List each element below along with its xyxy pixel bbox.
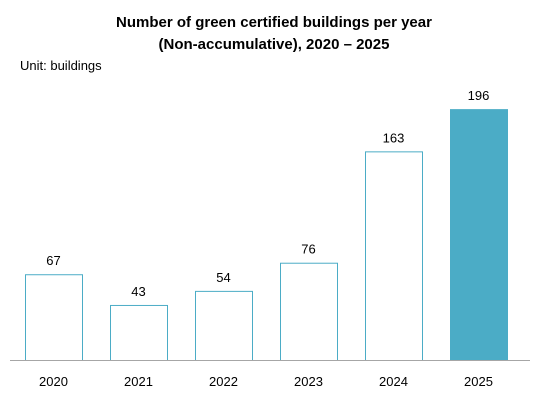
x-tick-label-2021: 2021 bbox=[124, 374, 153, 389]
bar-2022 bbox=[195, 290, 253, 362]
x-tick-label-2022: 2022 bbox=[209, 374, 238, 389]
bar-2020 bbox=[25, 274, 83, 361]
chart-title-line-1: Number of green certified buildings per … bbox=[116, 14, 432, 31]
data-label-2024: 163 bbox=[383, 130, 405, 145]
bar-2023 bbox=[280, 262, 338, 361]
x-tick-label-2023: 2023 bbox=[294, 374, 323, 389]
data-label-2022: 54 bbox=[216, 270, 230, 285]
unit-label: Unit: buildings bbox=[20, 58, 102, 73]
data-label-2023: 76 bbox=[301, 242, 315, 257]
bar-2025 bbox=[450, 109, 508, 362]
bar-2021 bbox=[110, 304, 168, 361]
chart-title-line-2: (Non-accumulative), 2020 – 2025 bbox=[158, 36, 390, 53]
data-label-2020: 67 bbox=[46, 253, 60, 268]
x-tick-label-2020: 2020 bbox=[39, 374, 68, 389]
bar-2024 bbox=[365, 151, 423, 361]
x-tick-label-2024: 2024 bbox=[379, 374, 408, 389]
data-label-2021: 43 bbox=[131, 284, 145, 299]
data-label-2025: 196 bbox=[468, 88, 490, 103]
x-tick-label-2025: 2025 bbox=[464, 374, 493, 389]
